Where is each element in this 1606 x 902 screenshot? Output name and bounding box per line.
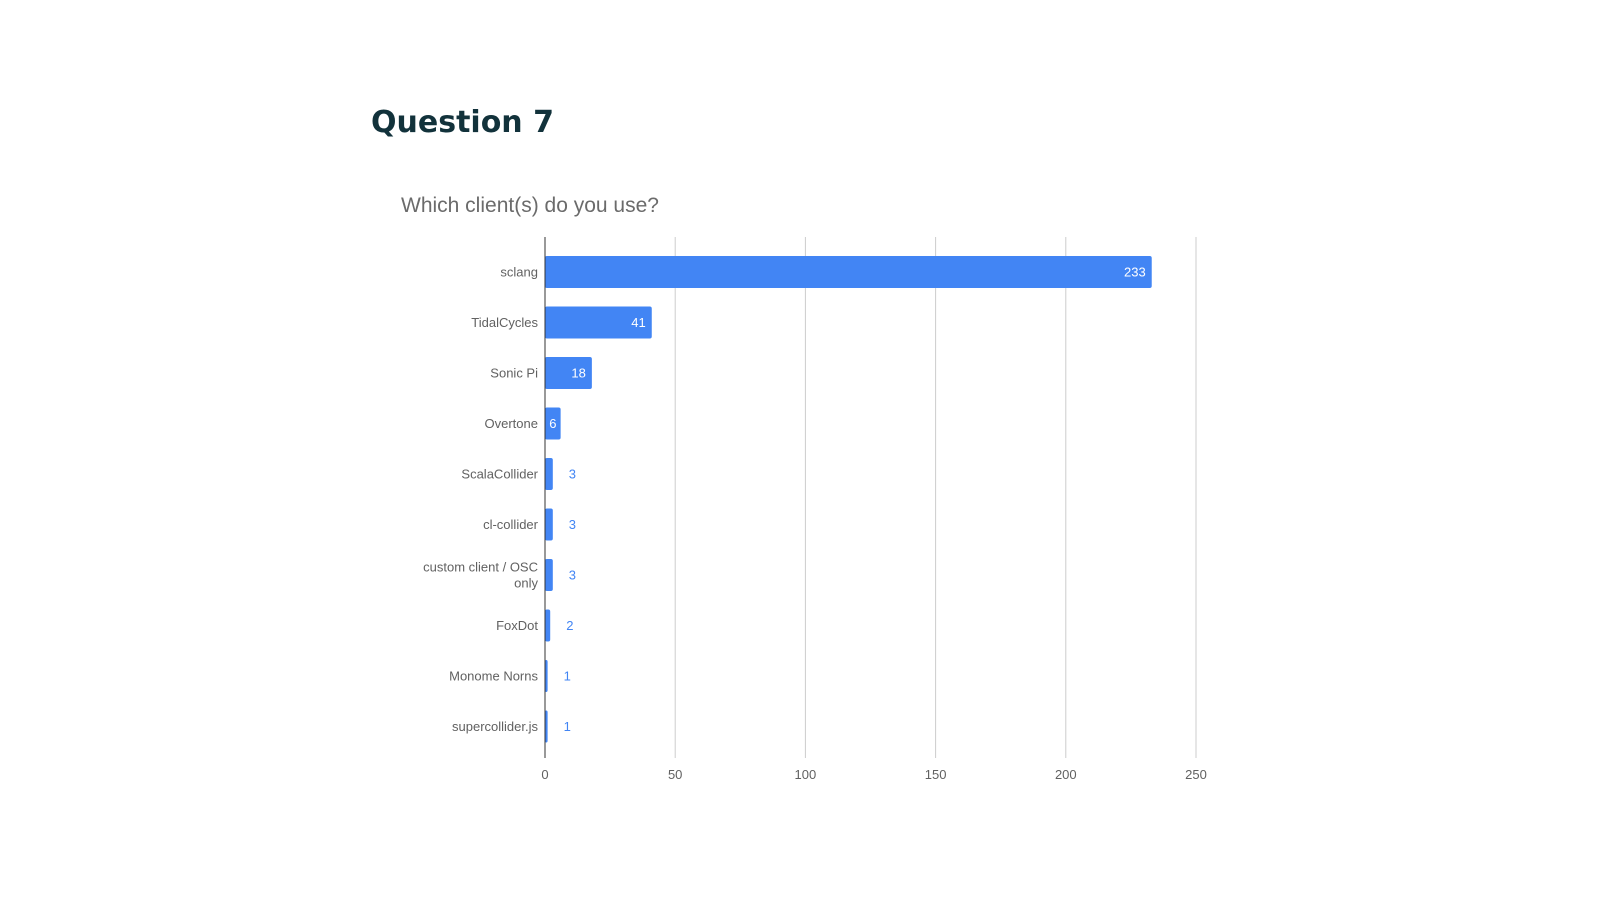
bar xyxy=(545,710,548,743)
category-label: Overtone xyxy=(485,416,538,431)
bar xyxy=(545,306,652,339)
category-label: ScalaCollider xyxy=(461,467,538,482)
category-labels: sclang TidalCycles Sonic Pi Overtone ScalaCo… xyxy=(423,265,539,735)
x-tick-labels: 0 50 100 150 200 250 xyxy=(541,767,1206,782)
bar xyxy=(545,609,551,642)
bar xyxy=(545,660,548,692)
x-tick-label: 0 xyxy=(541,767,548,782)
chart-title: Which client(s) do you use? xyxy=(401,194,659,217)
data-label: 3 xyxy=(569,467,576,482)
category-label: cl-collider xyxy=(483,517,539,532)
x-tick-label: 200 xyxy=(1055,767,1077,782)
x-tick-label: 100 xyxy=(795,767,817,782)
category-label: TidalCycles xyxy=(471,315,538,330)
data-label: 233 xyxy=(1124,265,1146,280)
data-label: 3 xyxy=(569,517,576,532)
bar xyxy=(545,407,561,440)
x-tick-label: 50 xyxy=(668,767,682,782)
data-label: 6 xyxy=(549,416,556,431)
x-tick-label: 150 xyxy=(925,767,947,782)
data-labels: 233 41 18 6 3 3 3 2 1 1 xyxy=(549,265,1146,735)
data-label: 3 xyxy=(569,568,576,583)
bar xyxy=(545,458,553,490)
gridlines xyxy=(674,237,1197,758)
category-label: supercollider.js xyxy=(452,719,538,734)
category-label: custom client / OSC only xyxy=(423,560,538,591)
data-label: 1 xyxy=(564,669,571,684)
data-label: 2 xyxy=(566,618,573,633)
bar xyxy=(545,559,553,591)
data-label: 1 xyxy=(564,719,571,734)
category-label: Sonic Pi xyxy=(490,366,538,381)
bar xyxy=(545,508,553,541)
x-tick-label: 250 xyxy=(1185,767,1207,782)
bar xyxy=(545,256,1152,288)
data-label: 41 xyxy=(631,315,645,330)
bars xyxy=(545,256,1152,743)
bar xyxy=(545,357,592,389)
data-label: 18 xyxy=(571,366,585,381)
slide-title: Question 7 xyxy=(371,105,554,140)
category-label: sclang xyxy=(500,265,538,280)
category-label: FoxDot xyxy=(496,618,538,633)
category-label: Monome Norns xyxy=(449,669,538,684)
